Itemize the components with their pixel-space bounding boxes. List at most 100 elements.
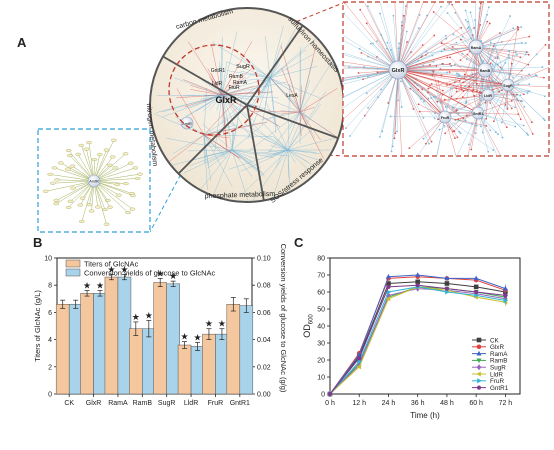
amtr-target-node xyxy=(77,203,84,207)
zoom-leaf xyxy=(508,50,511,53)
zoom-leaf xyxy=(405,30,408,33)
network-link xyxy=(203,134,240,159)
amtr-target-node xyxy=(78,143,85,147)
zoom-leaf xyxy=(418,110,421,113)
zoom-leaf xyxy=(444,132,447,135)
network-link xyxy=(299,88,338,113)
zoom-link xyxy=(343,68,399,71)
zoom-link xyxy=(343,69,399,109)
zoom-link xyxy=(475,36,530,48)
significance-star: ★ xyxy=(120,264,128,274)
amtr-target-node xyxy=(65,149,72,153)
zoom-leaf xyxy=(430,82,433,85)
zoom-leaf xyxy=(409,87,412,90)
amtr-target-node xyxy=(69,164,76,168)
zoom-leaf xyxy=(446,84,448,86)
amtr-link xyxy=(52,180,95,184)
amtr-link xyxy=(93,180,133,194)
zoom-leaf xyxy=(380,33,382,36)
zoom-leaf xyxy=(398,42,400,45)
zoom-leaf xyxy=(489,41,492,44)
zoom-leaf xyxy=(535,74,538,77)
zoom-leaf xyxy=(448,71,451,73)
zoom-leaf xyxy=(517,113,520,116)
zoom-leaf xyxy=(543,76,545,79)
zoom-leaf xyxy=(520,76,523,78)
network-link xyxy=(221,67,253,96)
legend-marker xyxy=(476,364,482,371)
zoom-leaf xyxy=(468,143,470,146)
zoom-hub-label: GntR1 xyxy=(473,112,484,116)
network-link xyxy=(269,64,281,79)
zoom-leaf xyxy=(422,116,425,119)
zoom-link xyxy=(343,54,399,71)
network-link xyxy=(270,100,301,113)
zoom-link xyxy=(343,69,399,82)
zoom-leaf xyxy=(528,35,531,38)
zoom-leaf xyxy=(400,106,403,108)
amtr-target-node xyxy=(137,172,143,176)
data-point xyxy=(357,359,362,365)
network-link xyxy=(221,94,239,105)
zoom-leaf xyxy=(507,54,510,57)
zoom-leaf xyxy=(426,52,429,55)
significance-star: ★ xyxy=(132,312,140,322)
panel-b-letter: B xyxy=(33,235,42,250)
zoom-link xyxy=(456,112,479,156)
data-point xyxy=(503,293,508,298)
network-link xyxy=(274,137,289,151)
zoom-leaf xyxy=(459,59,462,62)
yield-bar xyxy=(117,276,132,395)
data-point xyxy=(445,289,450,295)
legend-label: GlxR xyxy=(490,344,504,351)
zoom-leaf xyxy=(457,163,459,165)
zoom-link xyxy=(477,112,498,156)
zoom-leaf xyxy=(519,56,522,59)
zoom-leaf xyxy=(516,26,519,28)
amtr-target-node xyxy=(102,208,108,212)
zoom-link xyxy=(397,2,436,71)
network-link xyxy=(221,94,253,140)
yield-bar xyxy=(93,293,107,395)
zoom-leaf xyxy=(461,35,464,38)
network-link xyxy=(203,134,208,190)
zoom-leaf xyxy=(451,3,454,6)
zoom-leaf xyxy=(527,63,530,66)
zoom-leaf xyxy=(420,98,422,100)
network-node-label: LldR xyxy=(212,81,223,87)
zoom-leaf xyxy=(433,34,436,37)
network-link xyxy=(203,122,267,136)
network-link xyxy=(299,54,337,113)
amtr-target-node xyxy=(83,147,90,151)
zoom-leaf xyxy=(421,88,424,91)
zoom-leaf xyxy=(450,65,453,68)
data-point xyxy=(444,286,450,291)
zoom-leaf xyxy=(486,13,489,16)
zoom-leaf xyxy=(491,63,494,66)
zoom-link xyxy=(467,112,479,156)
zoom-link xyxy=(343,69,399,120)
zoom-leaf xyxy=(514,106,516,109)
zoom-leaf xyxy=(450,95,453,98)
zoom-leaf xyxy=(417,103,420,106)
zoom-leaf xyxy=(542,117,545,120)
amtr-link xyxy=(68,150,95,182)
zoom-leaf xyxy=(428,142,430,145)
legend-label: GntR1 xyxy=(490,385,509,392)
y-tick-label: 6 xyxy=(48,310,52,317)
zoom-link xyxy=(451,4,477,48)
zoom-link xyxy=(475,46,529,65)
zoom-link xyxy=(484,15,511,71)
zoom-leaf xyxy=(427,91,429,94)
zoom-leaf xyxy=(451,46,454,48)
zoom-leaf xyxy=(464,18,467,21)
zoom-leaf xyxy=(465,101,468,104)
zoom-leaf xyxy=(509,15,512,17)
data-point xyxy=(386,281,391,286)
network-link xyxy=(221,70,259,96)
legend-label: RamA xyxy=(490,351,508,358)
zoom-leaf xyxy=(526,51,529,54)
network-link xyxy=(221,41,253,96)
zoom-hub-label: LldR xyxy=(484,94,492,98)
zoom-leaf xyxy=(379,12,381,15)
